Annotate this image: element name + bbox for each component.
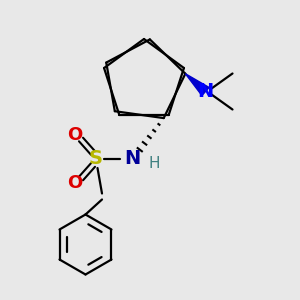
- Text: S: S: [89, 149, 103, 169]
- Text: O: O: [68, 126, 82, 144]
- Text: N: N: [124, 149, 140, 169]
- Polygon shape: [185, 74, 209, 95]
- Text: H: H: [149, 156, 160, 171]
- Text: O: O: [68, 174, 82, 192]
- Text: N: N: [197, 82, 214, 101]
